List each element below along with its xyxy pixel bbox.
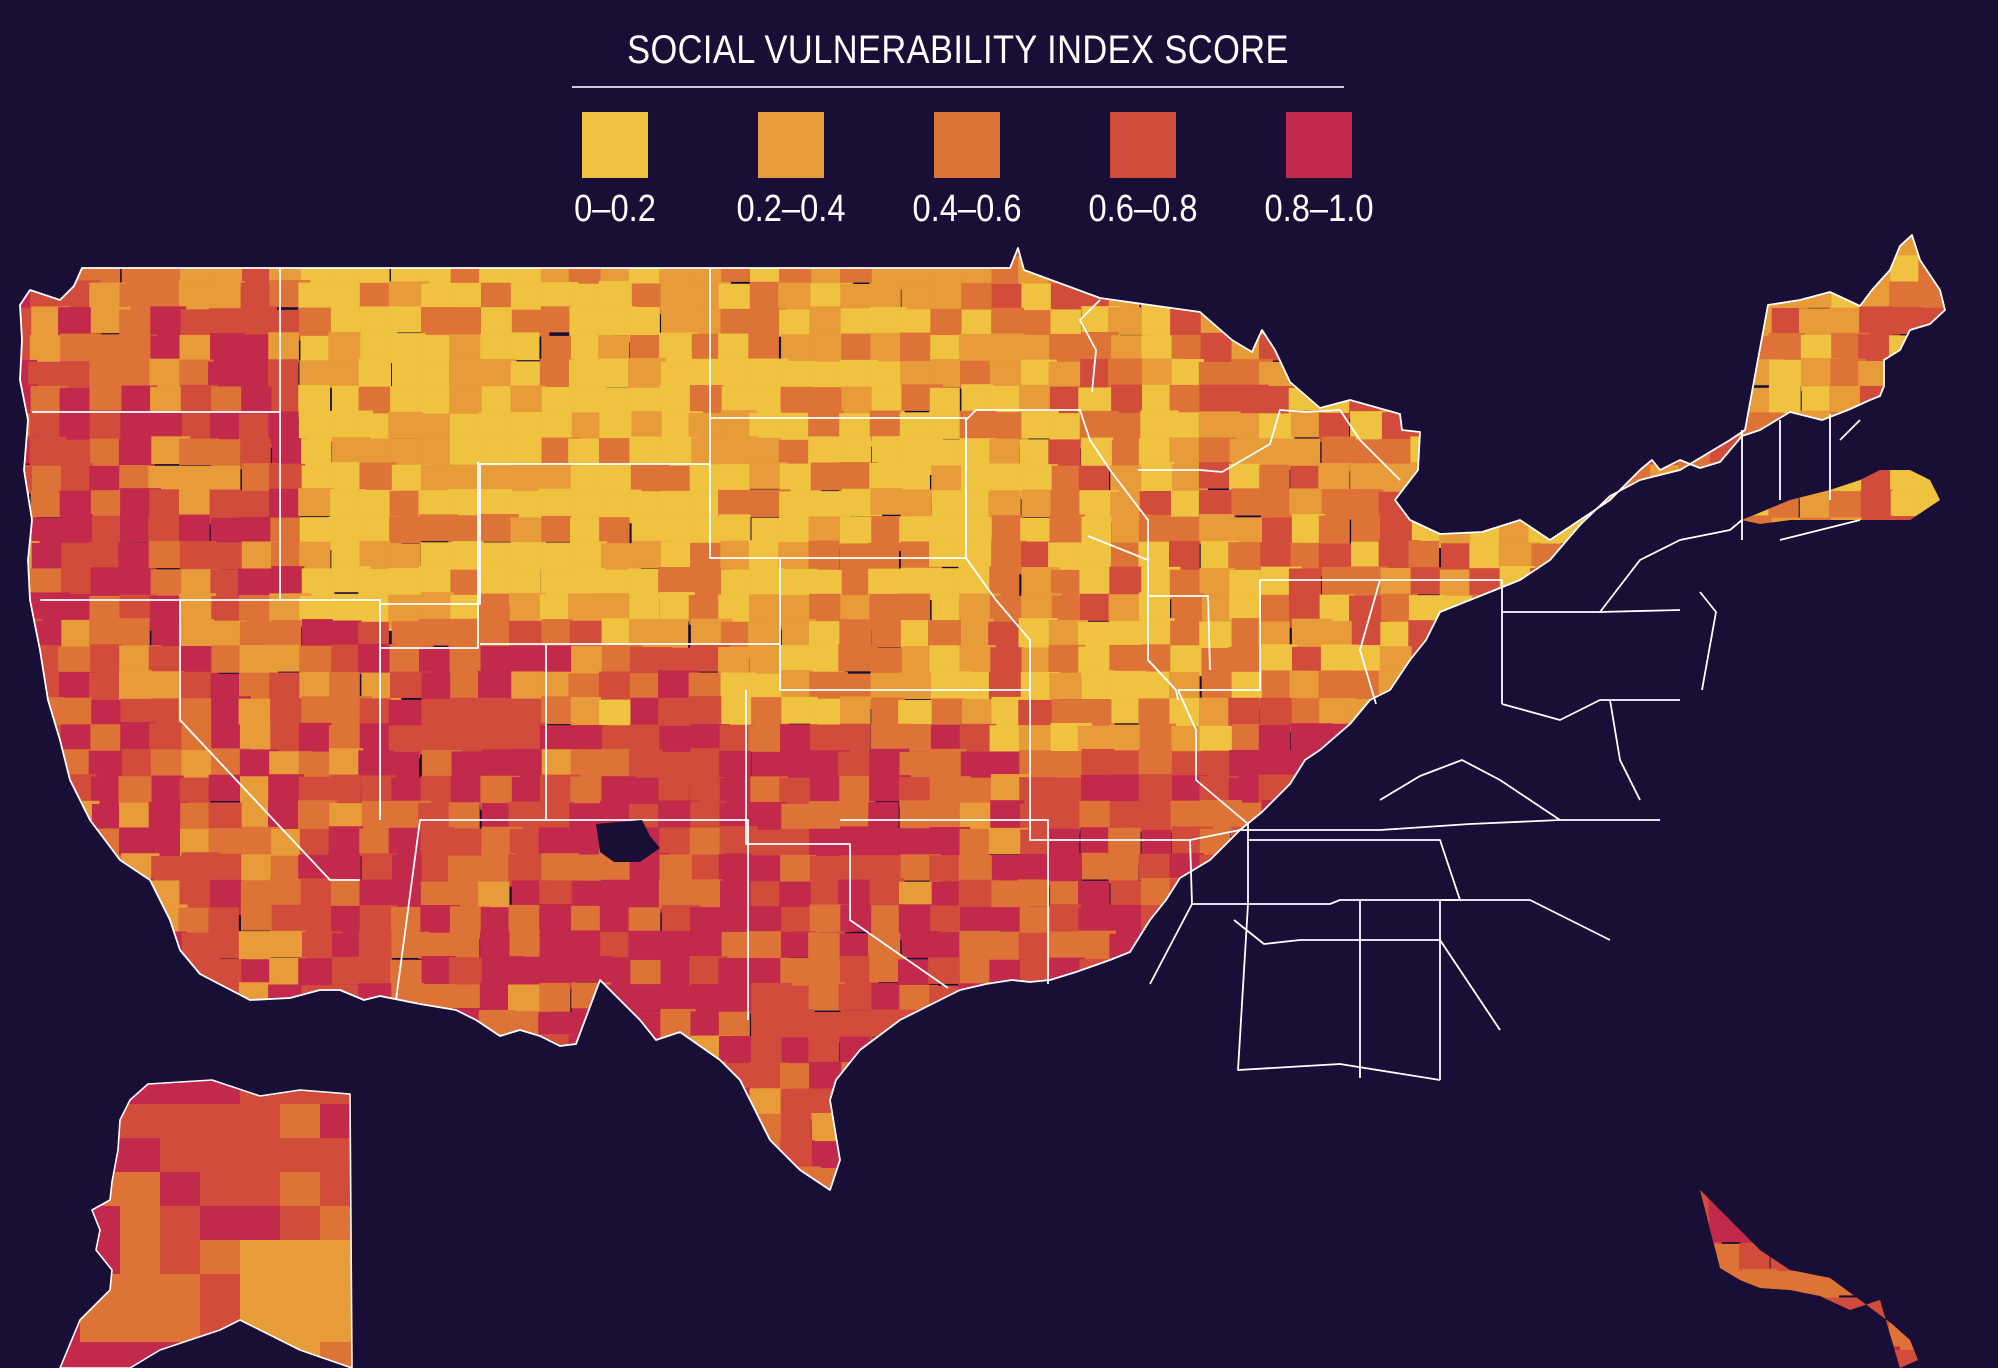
- legend-item-2: 0.2–0.4: [716, 112, 866, 231]
- legend-swatch: [758, 112, 824, 178]
- legend-item-5: 0.8–1.0: [1244, 112, 1394, 231]
- legend-label: 0.6–0.8: [1088, 188, 1198, 230]
- legend-item-1: 0–0.2: [540, 112, 690, 231]
- legend: 0–0.2 0.2–0.4 0.4–0.6 0.6–0.8 0.8–1.0: [540, 112, 1400, 242]
- legend-label: 0–0.2: [574, 188, 656, 230]
- title-underline: [572, 86, 1344, 88]
- no-data-region: [596, 820, 660, 862]
- legend-item-4: 0.6–0.8: [1068, 112, 1218, 231]
- legend-swatch: [934, 112, 1000, 178]
- legend-swatch: [1110, 112, 1176, 178]
- legend-label: 0.4–0.6: [912, 188, 1022, 230]
- legend-label: 0.2–0.4: [736, 188, 846, 230]
- legend-swatch: [1286, 112, 1352, 178]
- legend-swatch: [582, 112, 648, 178]
- map-title: SOCIAL VULNERABILITY INDEX SCORE: [627, 28, 1289, 72]
- state-borders: [19, 234, 1946, 1191]
- legend-item-3: 0.4–0.6: [892, 112, 1042, 231]
- legend-label: 0.8–1.0: [1264, 188, 1374, 230]
